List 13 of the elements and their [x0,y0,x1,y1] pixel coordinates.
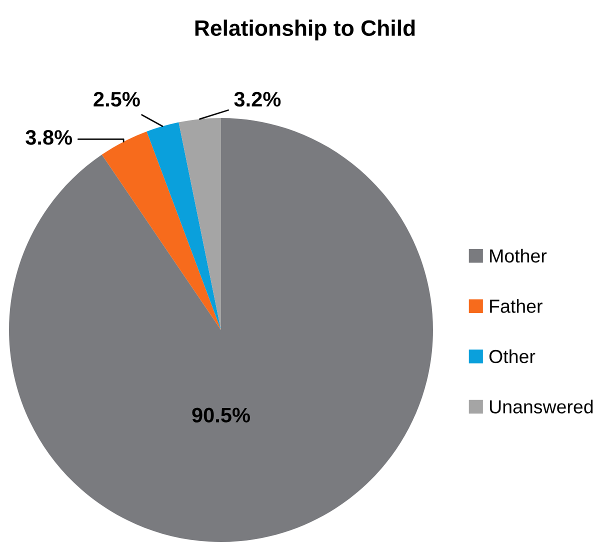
pie-slice [146,122,221,330]
chart-title: Relationship to Child [195,20,415,40]
pie-slice [9,118,433,542]
legend-label: Father [490,299,542,313]
pie-slice [178,118,221,330]
data-label: 2.5% [94,92,140,107]
data-label: 90.5% [192,408,250,423]
pie-slice [102,131,221,330]
legend-label: Mother [490,248,547,263]
legend-label: Other [489,349,536,364]
data-label: 3.8% [26,130,72,145]
data-label: 3.2% [234,92,281,107]
legend-label: Unanswered [490,400,593,414]
